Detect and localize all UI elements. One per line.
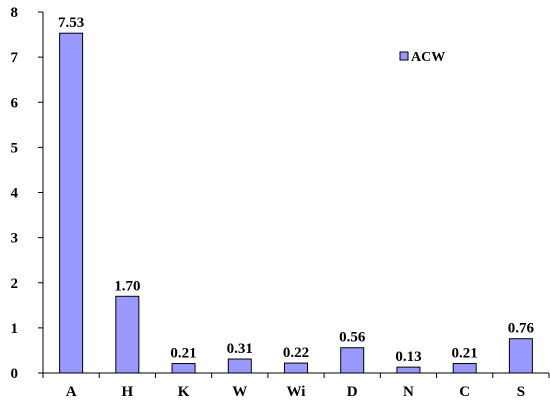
category-label-c: C: [459, 384, 470, 400]
legend-swatch: [399, 51, 409, 61]
category-label-w: W: [232, 384, 247, 400]
y-tick-label: 0: [11, 366, 19, 382]
bars: [59, 32, 533, 374]
value-label-k: 0.21: [170, 346, 196, 362]
category-label-s: S: [517, 384, 525, 400]
value-label-n: 0.13: [395, 349, 421, 365]
legend-label: ACW: [411, 50, 445, 65]
y-tick-label: 8: [11, 5, 19, 21]
value-label-d: 0.56: [339, 330, 366, 346]
y-tick-label: 4: [11, 186, 19, 202]
bar-a: [59, 32, 84, 374]
bar-h: [115, 295, 140, 374]
y-tick-label: 7: [11, 50, 19, 66]
y-tick-label: 5: [11, 140, 19, 156]
category-label-k: K: [178, 384, 190, 400]
value-label-h: 1.70: [114, 278, 140, 294]
y-tick-label: 3: [11, 231, 19, 247]
category-label-a: A: [66, 384, 77, 400]
bar-c: [452, 363, 477, 374]
bar-d: [340, 347, 365, 374]
axes: [38, 11, 550, 378]
value-label-w: 0.31: [227, 341, 253, 357]
value-label-a: 7.53: [58, 15, 84, 31]
y-tick-label: 2: [11, 276, 19, 292]
bar-s: [508, 338, 533, 374]
category-label-d: D: [347, 384, 358, 400]
legend: ACW: [399, 50, 445, 65]
bar-k: [171, 363, 196, 374]
category-label-wi: Wi: [287, 384, 306, 400]
bar-n: [396, 366, 421, 374]
y-tick-label: 6: [11, 95, 19, 111]
value-label-wi: 0.22: [283, 345, 309, 361]
category-label-n: N: [403, 384, 414, 400]
bar-wi: [284, 362, 308, 374]
y-tick-label: 1: [11, 321, 19, 337]
value-label-s: 0.76: [508, 321, 535, 337]
labels: 0 1 2 3 4 5 6 7 8 7.53 A 1.70 H 0.21 K 0.31 W 0.22 Wi 0.56 D…: [11, 5, 535, 400]
category-label-h: H: [121, 384, 133, 400]
bar-w: [227, 358, 252, 374]
value-label-c: 0.21: [452, 346, 478, 362]
